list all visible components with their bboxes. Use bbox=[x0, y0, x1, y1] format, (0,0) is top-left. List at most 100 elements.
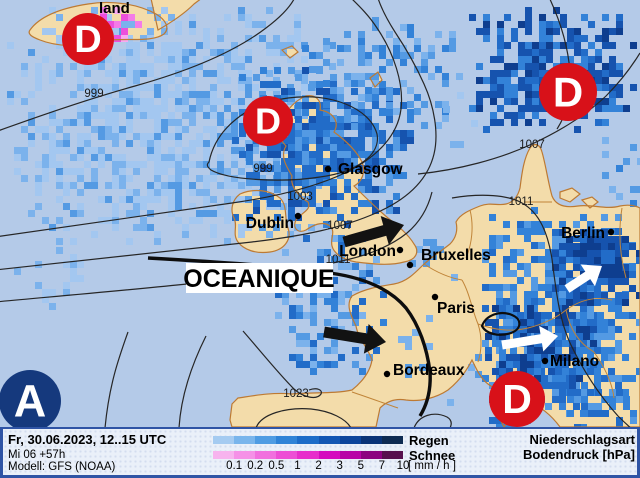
rain-cell bbox=[496, 424, 503, 427]
rain-cell bbox=[379, 137, 386, 144]
rain-cell bbox=[608, 236, 615, 243]
rain-cell bbox=[524, 291, 531, 298]
climate-region-annotation: OCEANIQUE bbox=[183, 263, 335, 293]
rain-cell bbox=[569, 340, 576, 347]
rain-cell bbox=[503, 284, 510, 291]
rain-cell bbox=[594, 326, 601, 333]
rain-cell bbox=[84, 84, 91, 91]
precip-type-title: Niederschlagsart bbox=[529, 432, 636, 447]
rain-cell bbox=[331, 305, 338, 312]
rain-cell bbox=[217, 77, 224, 84]
rain-cell bbox=[288, 137, 295, 144]
rain-cell bbox=[497, 56, 504, 63]
rain-cell bbox=[511, 112, 518, 119]
rain-cell bbox=[189, 56, 196, 63]
rain-cell bbox=[259, 224, 266, 231]
rain-cell bbox=[513, 361, 520, 368]
rain-cell bbox=[175, 49, 182, 56]
rain-cell bbox=[147, 7, 154, 14]
rain-cell bbox=[281, 88, 288, 95]
rain-cell bbox=[119, 161, 126, 168]
rain-cell bbox=[601, 243, 608, 250]
rain-cell bbox=[503, 256, 510, 263]
rain-cell bbox=[469, 14, 476, 21]
rain-cell bbox=[587, 389, 594, 396]
rain-cell bbox=[539, 70, 546, 77]
rain-cell bbox=[105, 154, 112, 161]
rain-cell bbox=[175, 98, 182, 105]
rain-cell bbox=[42, 289, 49, 296]
rain-cell bbox=[14, 91, 21, 98]
rain-cell bbox=[196, 63, 203, 70]
rain-cell bbox=[351, 123, 358, 130]
rain-cell bbox=[359, 270, 366, 277]
rain-cell bbox=[587, 347, 594, 354]
rain-cell bbox=[372, 17, 379, 24]
rain-cell bbox=[608, 375, 615, 382]
rain-cell bbox=[482, 340, 489, 347]
rain-cell bbox=[231, 112, 238, 119]
rain-cell bbox=[70, 154, 77, 161]
rain-cell bbox=[562, 361, 569, 368]
rain-cell bbox=[309, 172, 316, 179]
rain-cell bbox=[133, 70, 140, 77]
rain-cell bbox=[231, 42, 238, 49]
rain-cell bbox=[407, 101, 414, 108]
rain-cell bbox=[330, 95, 337, 102]
rain-cell bbox=[175, 21, 182, 28]
rain-cell bbox=[532, 63, 539, 70]
rain-cell bbox=[351, 151, 358, 158]
rain-cell bbox=[274, 165, 281, 172]
rain-cell bbox=[588, 42, 595, 49]
rain-cell bbox=[545, 263, 552, 270]
rain-cell bbox=[274, 186, 281, 193]
rain-cell bbox=[414, 38, 421, 45]
rain-cell bbox=[147, 84, 154, 91]
rain-cell bbox=[112, 182, 119, 189]
rain-cell bbox=[602, 70, 609, 77]
rain-cell bbox=[567, 56, 574, 63]
rain-cell bbox=[447, 399, 454, 406]
rain-cell bbox=[365, 165, 372, 172]
rain-cell bbox=[538, 319, 545, 326]
rain-cell bbox=[539, 35, 546, 42]
rain-cell bbox=[112, 105, 119, 112]
city-dot-bruxelles bbox=[406, 261, 414, 269]
rain-cell bbox=[559, 396, 566, 403]
rain-cell bbox=[580, 319, 587, 326]
rain-cell bbox=[189, 147, 196, 154]
rain-cell bbox=[449, 38, 456, 45]
rain-cell bbox=[105, 84, 112, 91]
isobar-label-1003: 1003 bbox=[287, 191, 313, 203]
rain-cell bbox=[330, 137, 337, 144]
rain-cell bbox=[365, 200, 372, 207]
rain-cell bbox=[84, 63, 91, 70]
rain-cell bbox=[359, 312, 366, 319]
rain-cell bbox=[423, 239, 430, 246]
rain-cell bbox=[189, 14, 196, 21]
rain-cell bbox=[567, 28, 574, 35]
rain-cell bbox=[161, 189, 168, 196]
rain-cell bbox=[275, 291, 282, 298]
rain-cell bbox=[503, 221, 510, 228]
rain-cell bbox=[366, 354, 373, 361]
rain-cell bbox=[379, 108, 386, 115]
rain-cell bbox=[182, 147, 189, 154]
rain-cell bbox=[569, 333, 576, 340]
rain-cell bbox=[161, 77, 168, 84]
rain-cell bbox=[330, 193, 337, 200]
rain-cell bbox=[140, 203, 147, 210]
rain-cell bbox=[580, 236, 587, 243]
rain-cell bbox=[154, 112, 161, 119]
rain-cell bbox=[112, 126, 119, 133]
rain-cell bbox=[352, 305, 359, 312]
rain-cell bbox=[154, 231, 161, 238]
rain-cell bbox=[28, 112, 35, 119]
rain-cell bbox=[358, 116, 365, 123]
rain-cell bbox=[338, 263, 345, 270]
rain-cell bbox=[608, 264, 615, 271]
rain-cell bbox=[154, 77, 161, 84]
rain-cell bbox=[217, 49, 224, 56]
rain-cell bbox=[506, 326, 513, 333]
rain-cell bbox=[358, 151, 365, 158]
